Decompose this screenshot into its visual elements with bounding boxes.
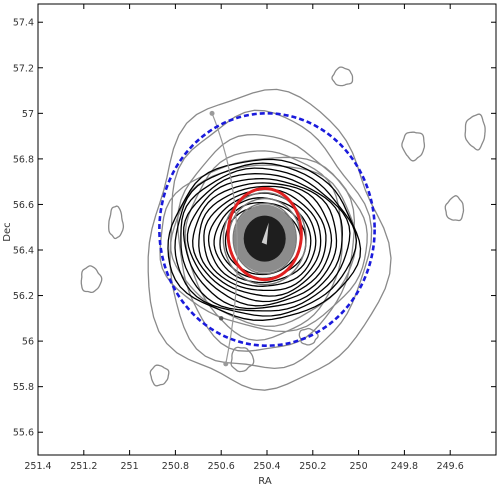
gray-contour-blob <box>331 66 354 87</box>
gray-contour-blob <box>149 364 170 387</box>
x-tick-label: 250.6 <box>208 461 235 472</box>
black-contour <box>182 173 343 310</box>
gray-contour <box>184 150 343 342</box>
black-contour <box>180 167 351 312</box>
x-axis: 251.4 251.2 251 250.8 250.6 250.4 250.2 250 249.… <box>24 4 464 472</box>
gray-contour <box>222 191 307 286</box>
x-tick-label: 251.2 <box>70 461 97 472</box>
core-streak <box>261 222 269 245</box>
gray-contour-blob <box>298 327 319 346</box>
black-contour <box>213 197 312 284</box>
gray-contour <box>170 164 357 327</box>
black-contour <box>167 158 362 321</box>
gray-contour-blob <box>464 113 486 151</box>
gray-contour-blob <box>230 346 255 373</box>
red-circle <box>226 187 303 282</box>
y-tick-label: 56.8 <box>13 154 34 165</box>
gray-contour-blob <box>80 265 103 294</box>
y-tick-label: 55.6 <box>13 428 34 439</box>
black-contour <box>192 182 333 303</box>
plot-area <box>80 66 486 391</box>
y-axis: 57.4 57.2 57 56.8 56.6 56.4 56.2 56 55.8 55.6 <box>13 18 496 439</box>
y-tick-label: 57.2 <box>13 63 34 74</box>
x-tick-label: 250 <box>350 461 368 472</box>
track-marker <box>209 110 215 116</box>
gray-track <box>211 113 239 365</box>
gray-contour <box>147 88 392 391</box>
y-tick-label: 56 <box>22 337 34 348</box>
x-tick-label: 251.4 <box>24 461 51 472</box>
track-marker <box>219 316 224 321</box>
black-contour <box>203 188 322 292</box>
x-tick-label: 251 <box>121 461 139 472</box>
y-tick-label: 56.6 <box>13 200 34 211</box>
blue-dashed-ellipse <box>158 112 376 347</box>
y-tick-label: 56.2 <box>13 291 34 302</box>
black-contour <box>198 185 327 297</box>
track-marker <box>223 361 229 367</box>
y-tick-label: 57 <box>22 109 34 120</box>
black-contour <box>186 177 338 307</box>
black-contour <box>174 162 358 317</box>
y-tick-label: 57.4 <box>13 18 34 29</box>
x-tick-label: 250.8 <box>162 461 189 472</box>
gray-contour <box>232 202 297 275</box>
x-tick-label: 249.8 <box>391 461 418 472</box>
x-axis-label: RA <box>258 476 272 487</box>
x-tick-label: 249.6 <box>437 461 464 472</box>
gray-contour-blob <box>444 195 465 222</box>
y-tick-label: 55.8 <box>13 382 34 393</box>
x-tick-label: 250.4 <box>253 461 280 472</box>
gray-contour-blob <box>108 205 125 240</box>
y-tick-label: 56.4 <box>13 246 34 257</box>
x-tick-label: 250.2 <box>299 461 326 472</box>
gray-contour-blob <box>401 131 426 162</box>
y-axis-label: Dec <box>2 222 13 241</box>
